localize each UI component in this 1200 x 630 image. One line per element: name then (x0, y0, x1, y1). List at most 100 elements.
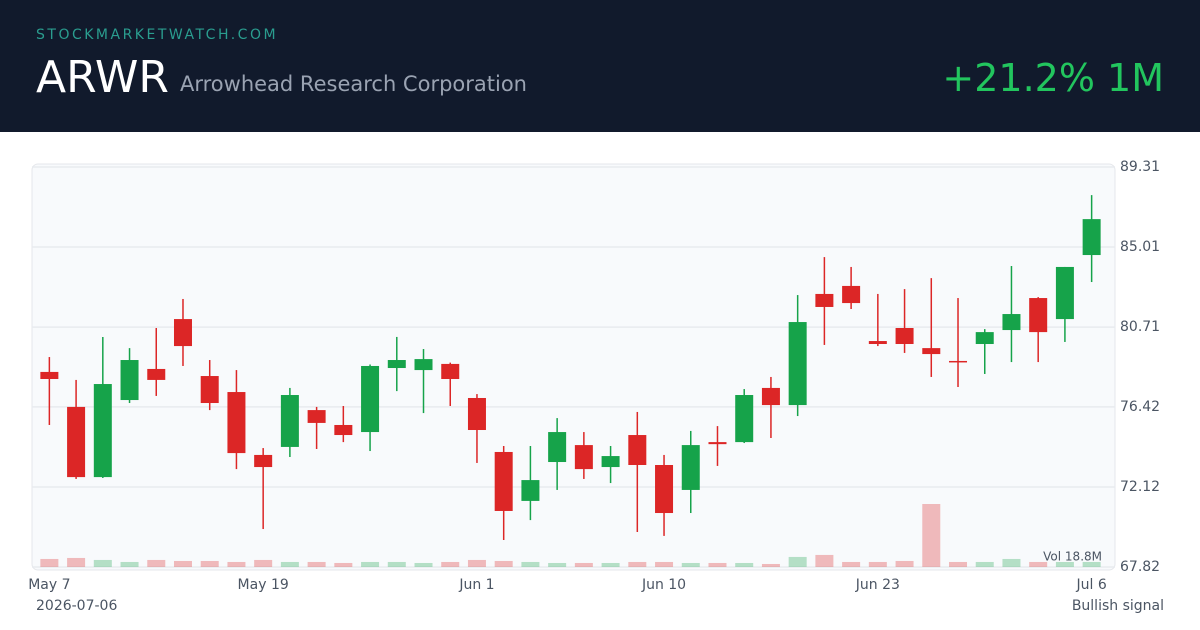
y-tick-label: 76.42 (1120, 399, 1160, 415)
candle-body (494, 451, 513, 511)
volume-bar (975, 561, 994, 567)
volume-bar (147, 559, 166, 567)
candle-body (361, 365, 380, 433)
candle-body (414, 359, 433, 371)
candle-body (307, 410, 326, 423)
site-name: STOCKMARKETWATCH.COM (36, 27, 279, 43)
volume-bar (895, 560, 914, 567)
volume-bar (1082, 561, 1101, 567)
volume-bar (842, 561, 861, 567)
volume-bar (254, 559, 273, 567)
x-tick-label: Jun 1 (458, 577, 494, 593)
candle-body (922, 348, 941, 355)
ticker: ARWR (36, 52, 169, 103)
x-tick-label: Jul 6 (1076, 577, 1107, 593)
volume-bar (387, 561, 406, 567)
y-tick-label: 67.82 (1120, 559, 1160, 575)
candle-body (147, 368, 166, 380)
volume-bar (601, 562, 620, 567)
candle-body (200, 376, 219, 404)
volume-bar (441, 561, 460, 567)
volume-bar (655, 561, 674, 567)
candle-body (1029, 298, 1048, 333)
candle-body (93, 384, 112, 478)
volume-bar (494, 560, 513, 567)
candle-body (574, 445, 593, 470)
candle-body (842, 285, 861, 304)
candle-body (254, 454, 273, 468)
candle-body (173, 319, 192, 347)
candle-body (387, 360, 406, 369)
candle-body (334, 424, 353, 436)
y-tick-label: 80.71 (1120, 319, 1160, 335)
volume-bar (93, 559, 112, 567)
volume-bar (868, 561, 887, 567)
volume-bar (280, 561, 299, 567)
change: +21.2% 1M (942, 56, 1164, 100)
volume-bar (120, 561, 139, 567)
volume-bar (761, 563, 780, 567)
volume-bar (735, 562, 754, 567)
candle-body (1082, 219, 1101, 256)
candle-body (681, 445, 700, 490)
volume-bar (949, 561, 968, 567)
candle-body (1055, 266, 1074, 320)
volume-label: Vol 18.8M (1043, 550, 1102, 564)
company-name: Arrowhead Research Corporation (180, 72, 527, 96)
volume-bar (574, 562, 593, 567)
candle-body (868, 341, 887, 345)
candle-body (815, 293, 834, 307)
x-tick-label: May 19 (238, 577, 289, 593)
volume-bar (361, 561, 380, 567)
volume-bar (708, 562, 727, 567)
date: 2026-07-06 (36, 598, 117, 614)
y-tick-label: 72.12 (1120, 479, 1160, 495)
volume-bar (200, 560, 219, 567)
volume-bar (548, 562, 567, 567)
candle-body (548, 432, 567, 463)
volume-bar (67, 557, 86, 567)
volume-bar (40, 558, 59, 567)
volume-bar (628, 561, 647, 567)
candle-body (735, 395, 754, 443)
candle-body (67, 406, 86, 478)
y-tick-label: 85.01 (1120, 239, 1160, 255)
candle-body (655, 464, 674, 514)
candle-body (949, 360, 968, 363)
candle-body (40, 371, 59, 380)
chart: 2026-07-06 Bullish signal 67.82 72.12 76.4… (28, 159, 1164, 614)
candle-body (227, 392, 246, 454)
header: STOCKMARKETWATCH.COM ARWR Arrowhead Rese… (0, 0, 1200, 132)
candle-body (441, 363, 460, 380)
volume-bar (815, 554, 834, 567)
volume-bar (1055, 561, 1074, 567)
volume-bar (1029, 561, 1048, 567)
x-tick-label: May 7 (28, 577, 70, 593)
candle-body (975, 332, 994, 345)
candle-body (467, 397, 486, 431)
candle-body (601, 456, 620, 468)
plot-area (31, 163, 1116, 571)
volume-bar (227, 561, 246, 567)
candle-body (895, 328, 914, 345)
volume-bar (681, 562, 700, 567)
candle-body (1002, 314, 1021, 331)
volume-bar (521, 561, 540, 567)
candle-body (521, 480, 540, 501)
candle-body (761, 387, 780, 406)
candle-body (120, 360, 139, 401)
signal: Bullish signal (1072, 598, 1164, 614)
volume-bar (173, 560, 192, 567)
volume-bar (414, 562, 433, 567)
volume-bar (307, 561, 326, 567)
candle-body (788, 322, 807, 406)
volume-bar (922, 504, 941, 567)
volume-bar (788, 556, 807, 567)
y-tick-label: 89.31 (1120, 159, 1160, 175)
x-tick-label: Jun 10 (641, 577, 686, 593)
volume-bar (1002, 558, 1021, 567)
volume-bar (467, 559, 486, 567)
candle-body (628, 435, 647, 465)
